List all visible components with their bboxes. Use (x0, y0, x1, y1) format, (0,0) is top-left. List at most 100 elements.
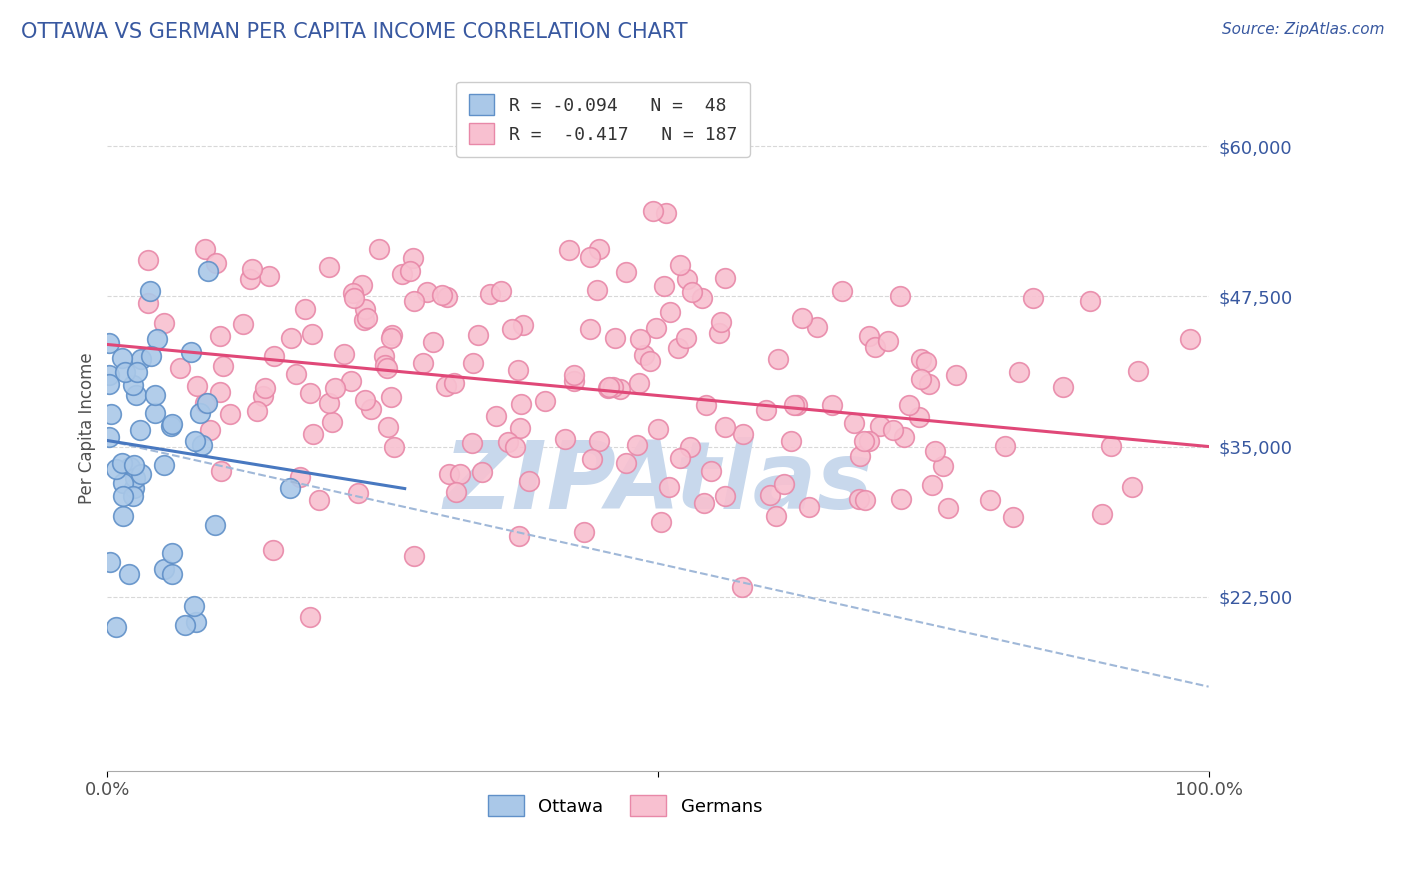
Point (186, 615, 208, 629)
Point (1001, 509, 1024, 524)
Point (509, 421, 531, 435)
Point (675, 331, 697, 345)
Point (186, 378, 208, 392)
Point (124, 470, 146, 484)
Point (212, 359, 235, 373)
Point (754, 402, 776, 417)
Point (1099, 439, 1122, 453)
Point (758, 488, 780, 502)
Point (578, 250, 600, 264)
Point (412, 356, 434, 370)
Point (288, 469, 311, 483)
Point (125, 388, 148, 402)
Point (889, 289, 911, 303)
Point (294, 301, 316, 316)
Point (693, 496, 716, 510)
Y-axis label: Per Capita Income: Per Capita Income (79, 352, 96, 504)
Point (98, 368, 121, 382)
Point (898, 399, 921, 413)
Point (352, 277, 374, 292)
Point (562, 368, 585, 383)
Point (655, 206, 678, 220)
Point (195, 396, 218, 410)
Point (174, 618, 197, 632)
Point (598, 380, 620, 394)
Point (122, 489, 145, 503)
Point (890, 491, 912, 506)
Point (239, 272, 262, 286)
Point (333, 347, 356, 361)
Point (160, 567, 183, 582)
Point (129, 423, 152, 437)
Point (572, 524, 595, 539)
Point (104, 462, 127, 476)
Point (786, 398, 808, 412)
Point (399, 264, 422, 278)
Point (562, 375, 585, 389)
Point (153, 316, 176, 330)
Point (731, 580, 754, 594)
Point (1022, 292, 1045, 306)
Point (1078, 293, 1101, 308)
Point (768, 351, 790, 366)
Point (124, 481, 146, 495)
Point (707, 326, 730, 340)
Point (402, 293, 425, 308)
Point (160, 546, 183, 560)
Point (111, 508, 134, 523)
Point (858, 434, 880, 449)
Point (298, 610, 321, 624)
Point (209, 329, 232, 343)
Point (380, 390, 402, 404)
Point (638, 354, 661, 368)
Text: ZIPAtlas: ZIPAtlas (443, 437, 873, 529)
Point (669, 258, 692, 272)
Point (146, 332, 169, 346)
Point (373, 349, 395, 363)
Point (124, 458, 146, 473)
Point (876, 334, 898, 348)
Point (209, 465, 232, 479)
Point (169, 361, 191, 376)
Point (517, 474, 540, 488)
Point (842, 416, 865, 430)
Point (444, 485, 467, 500)
Point (921, 477, 943, 491)
Point (603, 331, 626, 345)
Point (321, 416, 343, 430)
Point (602, 380, 624, 394)
Point (302, 427, 325, 442)
Point (430, 288, 453, 302)
Point (122, 377, 145, 392)
Point (136, 295, 159, 310)
Point (100, 407, 122, 421)
Point (143, 407, 166, 421)
Point (160, 419, 183, 434)
Point (356, 311, 378, 326)
Point (301, 327, 323, 342)
Point (509, 397, 531, 411)
Point (557, 244, 579, 258)
Point (153, 562, 176, 576)
Point (97, 430, 120, 444)
Point (391, 268, 413, 282)
Point (690, 291, 713, 305)
Point (194, 395, 217, 409)
Point (298, 386, 321, 401)
Point (380, 331, 402, 345)
Point (263, 349, 285, 363)
Point (765, 508, 787, 523)
Point (1121, 480, 1143, 494)
Point (658, 304, 681, 318)
Point (262, 542, 284, 557)
Point (1052, 380, 1074, 394)
Point (731, 426, 754, 441)
Point (219, 407, 242, 421)
Point (994, 439, 1017, 453)
Point (139, 284, 162, 298)
Point (581, 451, 603, 466)
Point (114, 365, 136, 379)
Point (882, 423, 904, 437)
Point (384, 441, 406, 455)
Point (1008, 365, 1031, 379)
